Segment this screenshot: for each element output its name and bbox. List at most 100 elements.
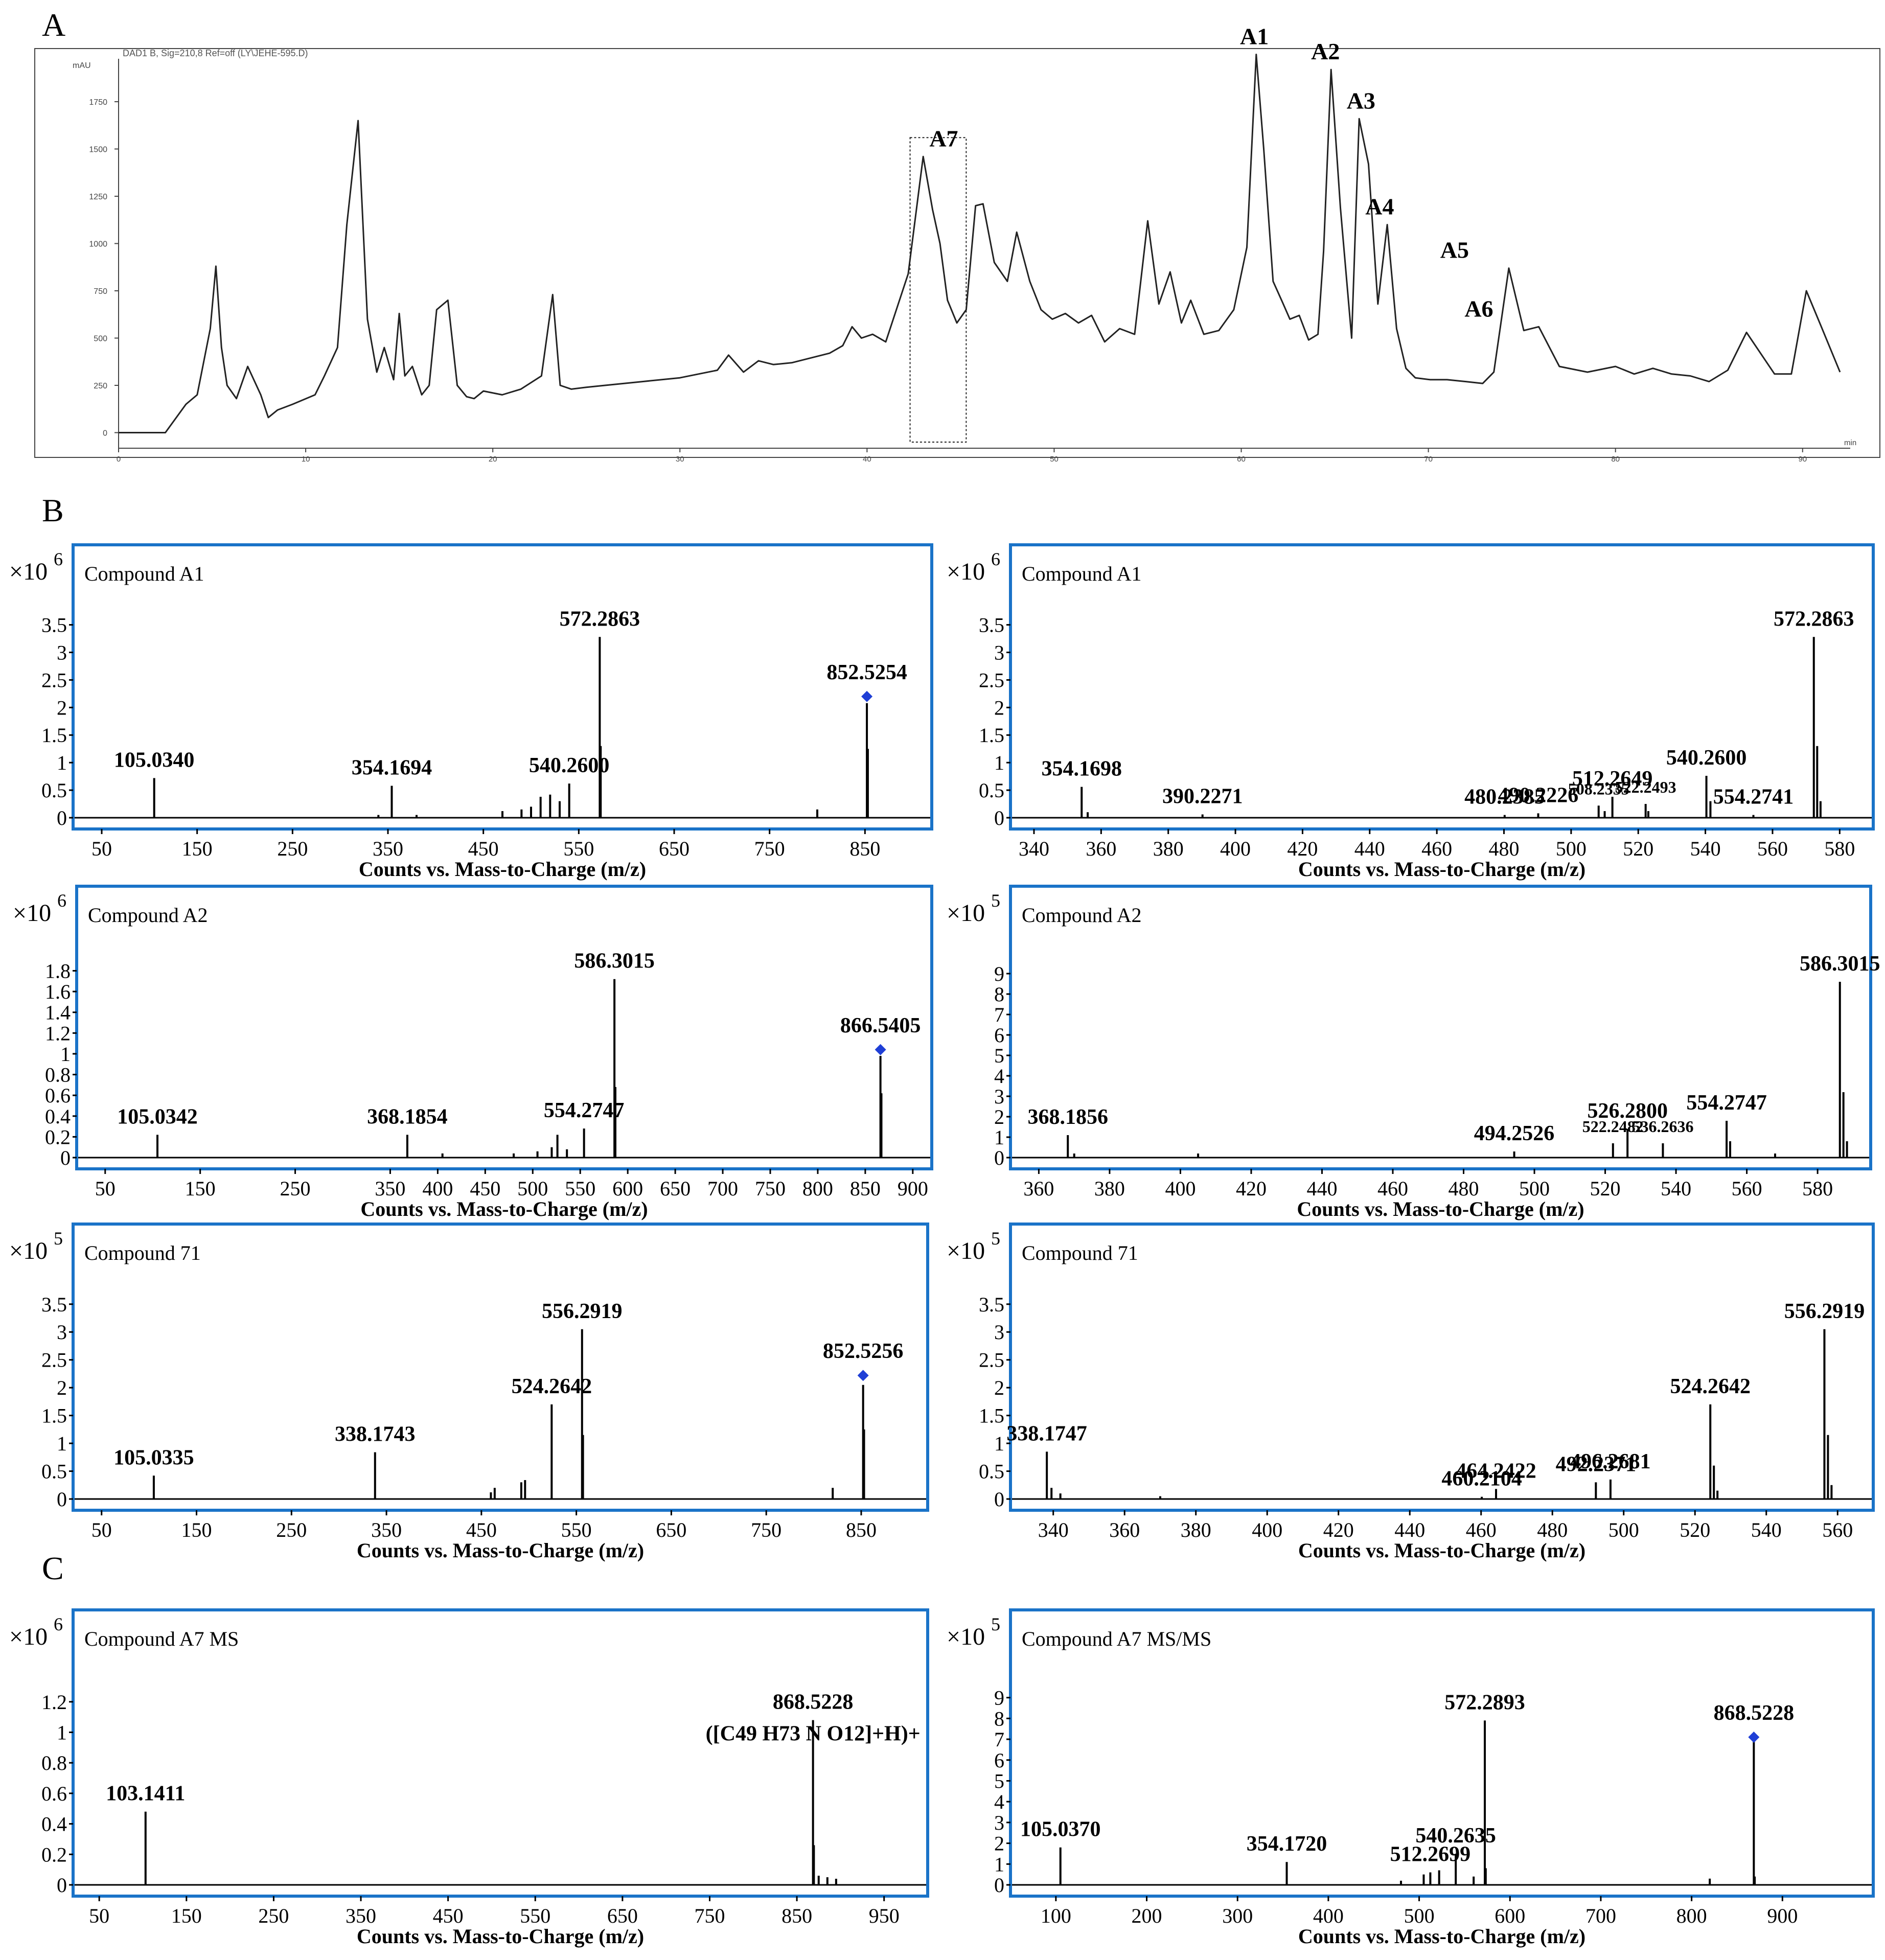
y-tick-label: 1.6 bbox=[45, 980, 71, 1003]
x-tick-label: 30 bbox=[676, 455, 684, 464]
x-tick-label: 600 bbox=[612, 1177, 643, 1200]
x-tick-label: 540 bbox=[1690, 837, 1721, 860]
y-multiplier-exponent: 5 bbox=[991, 890, 1000, 911]
x-tick-label: 480 bbox=[1449, 1177, 1479, 1200]
x-tick-label: 540 bbox=[1751, 1518, 1782, 1541]
y-tick-label: 1.2 bbox=[41, 1691, 67, 1714]
peak-label: 338.1747 bbox=[1006, 1422, 1087, 1445]
x-tick-label: 750 bbox=[755, 1177, 786, 1200]
x-tick-label: 540 bbox=[1661, 1177, 1691, 1200]
x-axis-label: Counts vs. Mass-to-Charge (m/z) bbox=[1298, 858, 1585, 881]
peak-label: 508.2335 bbox=[1568, 779, 1629, 798]
peak-label: 554.2747 bbox=[1686, 1091, 1767, 1115]
x-tick-label: 520 bbox=[1623, 837, 1653, 860]
x-tick-label: 400 bbox=[1165, 1177, 1196, 1200]
peak-label: 496.2681 bbox=[1570, 1450, 1651, 1473]
peak-label: ([C49 H73 N O12]+H)+ bbox=[706, 1722, 921, 1746]
x-tick-label: 150 bbox=[182, 837, 213, 860]
ms-panel-a2-full: ×10 6 Compound A2 00.20.40.60.811.21.41.61.… bbox=[13, 885, 933, 1220]
y-tick-label: 2.5 bbox=[41, 668, 67, 691]
peak-label: 524.2642 bbox=[512, 1375, 592, 1398]
x-tick-label: 0 bbox=[117, 455, 121, 464]
x-tick-label: 440 bbox=[1306, 1177, 1337, 1200]
x-tick-label: 350 bbox=[375, 1177, 405, 1200]
x-tick-label: 80 bbox=[1611, 455, 1620, 464]
y-multiplier-exponent: 6 bbox=[57, 890, 66, 911]
x-tick-label: 200 bbox=[1132, 1904, 1162, 1927]
y-tick-label: 1 bbox=[994, 1432, 1004, 1455]
peak-label: 338.1743 bbox=[335, 1423, 416, 1446]
ms-panel-71-full: ×10 5 Compound 71 0 0.5 1 1.5 2 2.5 3 3.5 50 150 250 3… bbox=[9, 1223, 929, 1562]
ms-panel-a7-ms: ×10 6 Compound A7 MS 0 0.2 0.4 0.6 0.8 1 1.2 50 150… bbox=[9, 1608, 929, 1948]
y-tick-label: 8 bbox=[994, 1707, 1004, 1730]
y-axis-label: mAU bbox=[73, 61, 91, 70]
precursor-marker bbox=[1748, 1731, 1760, 1743]
x-tick-label: 150 bbox=[171, 1904, 202, 1927]
x-tick-label: 450 bbox=[466, 1518, 497, 1541]
y-multiplier: ×10 bbox=[947, 558, 985, 585]
x-tick-label: 560 bbox=[1757, 837, 1788, 860]
section-label-c: C bbox=[42, 1550, 64, 1586]
peak-label: 572.2863 bbox=[1774, 607, 1854, 631]
section-label-b: B bbox=[42, 492, 64, 528]
precursor-marker bbox=[875, 1044, 886, 1055]
y-tick-label: 0.5 bbox=[979, 779, 1004, 802]
y-multiplier-exponent: 5 bbox=[991, 1228, 1000, 1249]
peak-label: 540.2600 bbox=[529, 754, 610, 777]
x-axis-label: min bbox=[1844, 439, 1856, 447]
x-tick-label: 400 bbox=[1220, 837, 1251, 860]
x-tick-label: 550 bbox=[520, 1904, 550, 1927]
y-tick-label: 2 bbox=[994, 1832, 1004, 1855]
x-axis-label: Counts vs. Mass-to-Charge (m/z) bbox=[359, 858, 646, 881]
x-tick-label: 500 bbox=[1556, 837, 1587, 860]
x-tick-label: 420 bbox=[1287, 837, 1318, 860]
peak-label: 494.2526 bbox=[1474, 1122, 1555, 1145]
a7-highlight-box bbox=[909, 137, 967, 443]
x-tick-label: 50 bbox=[1050, 455, 1059, 464]
peak-label: A6 bbox=[1464, 295, 1493, 321]
y-tick-label: 2 bbox=[994, 1376, 1004, 1399]
peak-label: 852.5256 bbox=[823, 1340, 904, 1363]
y-tick-label: 9 bbox=[994, 1687, 1004, 1710]
x-tick-label: 50 bbox=[89, 1904, 109, 1927]
x-tick-label: 450 bbox=[468, 837, 499, 860]
x-axis-label: Counts vs. Mass-to-Charge (m/z) bbox=[357, 1539, 644, 1562]
x-tick-label: 420 bbox=[1323, 1518, 1354, 1541]
x-tick-label: 360 bbox=[1109, 1518, 1140, 1541]
peak-label: 868.5228 bbox=[1714, 1701, 1795, 1725]
x-tick-label: 20 bbox=[489, 455, 497, 464]
peak-label: 512.2699 bbox=[1390, 1843, 1471, 1866]
panel-border bbox=[1009, 885, 1872, 1170]
x-tick-label: 40 bbox=[863, 455, 871, 464]
x-tick-label: 250 bbox=[280, 1177, 311, 1200]
x-tick-label: 700 bbox=[1585, 1904, 1616, 1927]
x-tick-label: 450 bbox=[470, 1177, 500, 1200]
y-tick-label: 0.6 bbox=[41, 1782, 67, 1805]
x-tick-label: 350 bbox=[346, 1904, 376, 1927]
panel-border bbox=[1009, 543, 1875, 831]
x-tick-label: 650 bbox=[656, 1518, 686, 1541]
x-tick-label: 580 bbox=[1824, 837, 1855, 860]
section-label-a: A bbox=[42, 7, 65, 43]
y-tick-label: 2.5 bbox=[41, 1349, 67, 1372]
x-tick-label: 900 bbox=[898, 1177, 928, 1200]
peak-label: 490.2226 bbox=[1498, 783, 1579, 807]
x-tick-label: 850 bbox=[850, 1177, 881, 1200]
y-tick-label: 6 bbox=[994, 1749, 1004, 1772]
panel-border bbox=[75, 885, 933, 1170]
x-tick-label: 650 bbox=[659, 837, 689, 860]
y-tick-label: 0 bbox=[57, 1488, 67, 1511]
y-tick-label: 1 bbox=[60, 1043, 71, 1066]
y-tick-label: 8 bbox=[994, 983, 1004, 1006]
peak-label: 480.2385 bbox=[1464, 786, 1545, 809]
x-tick-label: 350 bbox=[373, 837, 403, 860]
peak-label: 540.2600 bbox=[1666, 746, 1747, 770]
y-multiplier: ×10 bbox=[947, 900, 985, 927]
y-tick-label: 3 bbox=[994, 641, 1004, 664]
x-tick-label: 750 bbox=[751, 1518, 781, 1541]
y-tick-label: 0.8 bbox=[45, 1064, 71, 1087]
chromatogram-trace bbox=[119, 54, 1841, 433]
peak-label: 572.2863 bbox=[560, 607, 640, 631]
x-tick-label: 480 bbox=[1489, 837, 1520, 860]
